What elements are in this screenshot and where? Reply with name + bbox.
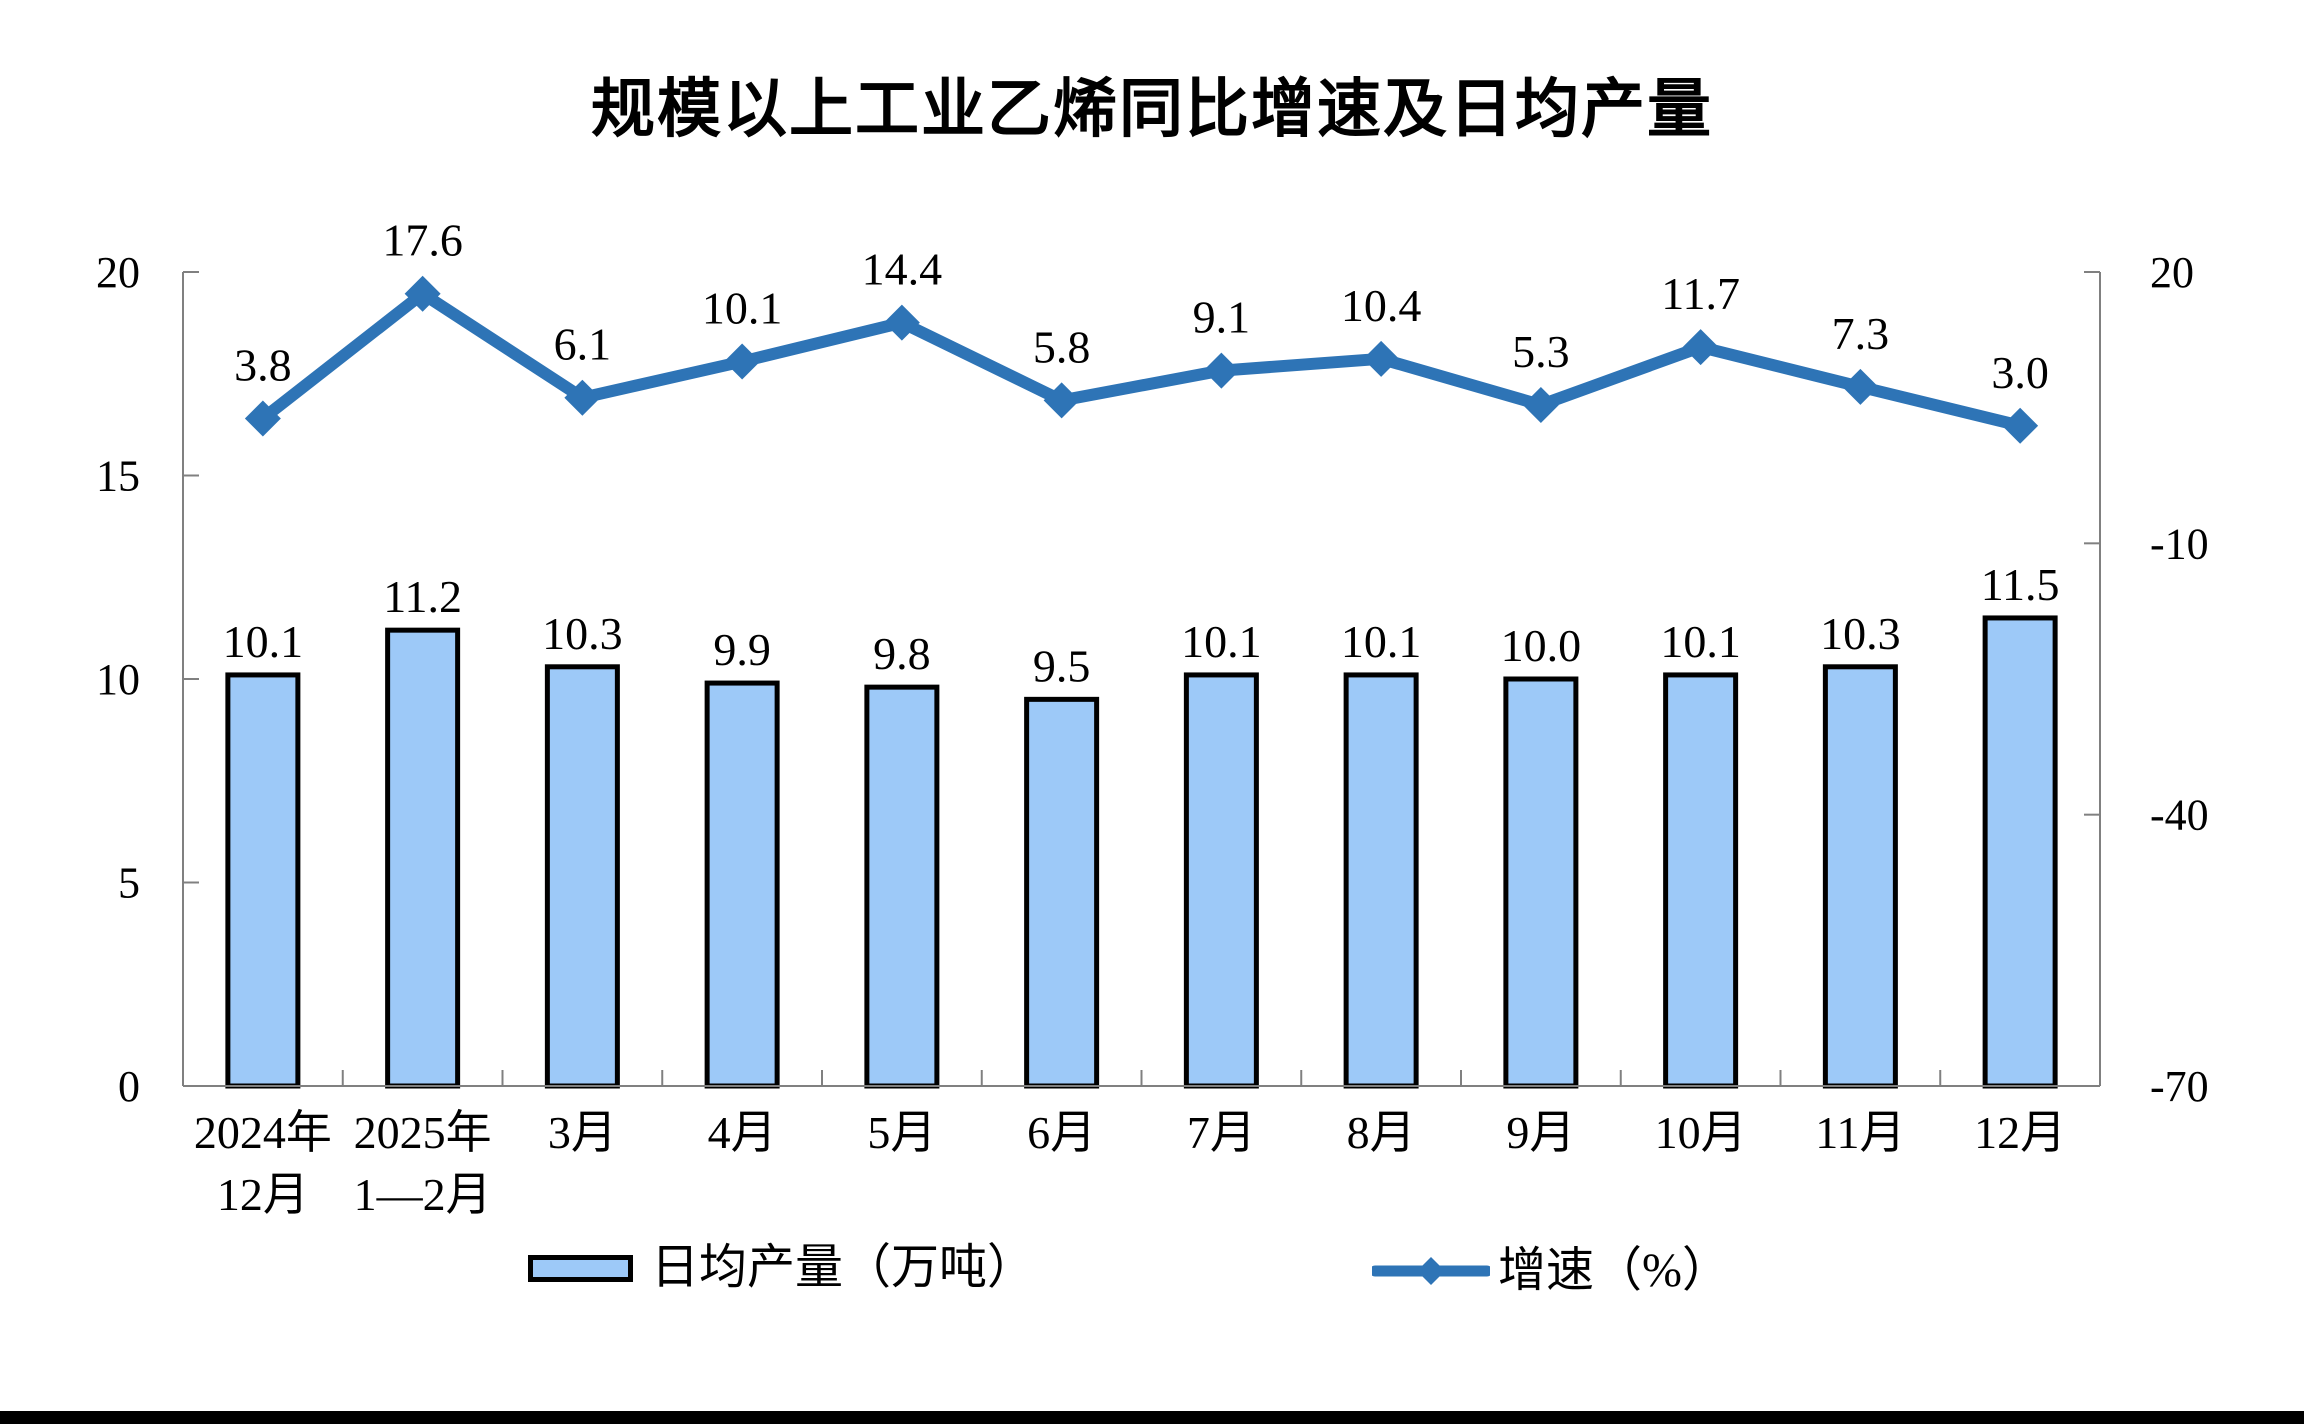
chart-title: 规模以上工业乙烯同比增速及日均产量 xyxy=(591,73,1713,145)
line-value-label: 3.8 xyxy=(234,340,292,391)
bar-value-label: 11.2 xyxy=(383,571,462,622)
right-axis-tick-label: -10 xyxy=(2150,519,2209,568)
line-value-label: 5.3 xyxy=(1512,326,1570,377)
right-axis-tick-label: -40 xyxy=(2150,791,2209,840)
line-marker-diamond-9[interactable] xyxy=(1522,386,1559,423)
line-value-label: 14.4 xyxy=(862,244,943,295)
bar-value-label: 10.1 xyxy=(1181,616,1262,667)
line-marker-diamond-5[interactable] xyxy=(883,304,920,341)
x-category-label: 8月 xyxy=(1347,1107,1416,1158)
x-category-label: 2024年 xyxy=(194,1107,332,1158)
bar-value-label: 10.1 xyxy=(1341,616,1422,667)
x-category-label: 5月 xyxy=(867,1107,936,1158)
x-category-label: 10月 xyxy=(1655,1107,1747,1158)
line-marker-diamond-2[interactable] xyxy=(404,275,441,312)
left-axis-tick-label: 15 xyxy=(96,452,140,501)
left-axis-tick-label: 20 xyxy=(96,248,140,297)
line-value-label: 6.1 xyxy=(554,319,612,370)
x-category-label: 9月 xyxy=(1506,1107,1575,1158)
bar-2[interactable] xyxy=(385,627,461,1089)
line-value-label: 7.3 xyxy=(1832,308,1890,359)
line-marker-diamond-8[interactable] xyxy=(1363,340,1400,377)
bar-5[interactable] xyxy=(864,684,940,1089)
left-axis-tick-label: 0 xyxy=(118,1062,140,1111)
line-marker-diamond-12[interactable] xyxy=(2002,407,2039,444)
line-marker-diamond-11[interactable] xyxy=(1842,368,1879,405)
bar-value-label: 10.1 xyxy=(223,616,304,667)
bar-3[interactable] xyxy=(544,664,620,1089)
bar-value-label: 10.0 xyxy=(1501,620,1582,671)
bar-value-label: 10.1 xyxy=(1660,616,1741,667)
bar-11[interactable] xyxy=(1822,664,1898,1089)
left-axis-tick-label: 10 xyxy=(96,655,140,704)
x-category-label: 12月 xyxy=(1974,1107,2066,1158)
legend-line-label: 增速（%） xyxy=(1498,1244,1730,1297)
bar-8[interactable] xyxy=(1343,672,1419,1089)
line-value-label: 9.1 xyxy=(1193,292,1251,343)
bar-1[interactable] xyxy=(225,672,301,1089)
bar-value-label: 10.3 xyxy=(542,608,623,659)
bottom-black-strip xyxy=(0,1411,2304,1424)
line-series-swatch-icon xyxy=(1372,1257,1490,1285)
bar-value-label: 10.3 xyxy=(1820,608,1901,659)
right-axis-tick-label: 20 xyxy=(2150,248,2194,297)
bar-series-swatch-icon xyxy=(528,1254,633,1282)
line-marker-diamond-3[interactable] xyxy=(564,379,601,416)
growth-line xyxy=(256,287,2027,432)
x-category-label: 6月 xyxy=(1027,1107,1096,1158)
x-category-label: 1—2月 xyxy=(354,1169,492,1220)
x-category-label: 11月 xyxy=(1815,1107,1905,1158)
bar-value-label: 9.8 xyxy=(873,628,931,679)
line-marker-diamond-10[interactable] xyxy=(1682,329,1719,366)
x-category-label: 2025年 xyxy=(354,1107,492,1158)
x-category-label: 12月 xyxy=(217,1169,309,1220)
left-axis-tick-label: 5 xyxy=(118,859,140,908)
bar-7[interactable] xyxy=(1183,672,1259,1089)
line-value-label: 11.7 xyxy=(1661,268,1740,319)
right-axis-tick-label: -70 xyxy=(2150,1062,2209,1111)
bar-value-label: 9.5 xyxy=(1033,640,1091,691)
x-category-label: 3月 xyxy=(548,1107,617,1158)
bar-4[interactable] xyxy=(704,680,780,1089)
bar-value-label: 11.5 xyxy=(1981,559,2060,610)
line-marker-diamond-1[interactable] xyxy=(244,400,281,437)
line-value-label: 3.0 xyxy=(1991,347,2049,398)
bar-6[interactable] xyxy=(1024,696,1100,1089)
bar-12[interactable] xyxy=(1982,615,2058,1089)
line-value-label: 10.4 xyxy=(1341,280,1422,331)
line-value-label: 10.1 xyxy=(702,283,783,334)
legend-item-line: 增速（%） xyxy=(1372,1244,1730,1298)
line-marker-diamond-4[interactable] xyxy=(724,343,761,380)
line-value-label: 5.8 xyxy=(1033,321,1091,372)
x-category-label: 7月 xyxy=(1187,1107,1256,1158)
bar-9[interactable] xyxy=(1503,676,1579,1089)
legend-item-bar: 日均产量（万吨） xyxy=(528,1244,1035,1292)
legend-bar-label: 日均产量（万吨） xyxy=(651,1241,1036,1294)
line-value-label: 17.6 xyxy=(382,215,463,266)
line-marker-diamond-7[interactable] xyxy=(1203,352,1240,389)
bar-value-label: 9.9 xyxy=(713,624,771,675)
bar-10[interactable] xyxy=(1663,672,1739,1089)
x-category-label: 4月 xyxy=(708,1107,777,1158)
line-marker-diamond-6[interactable] xyxy=(1043,382,1080,419)
